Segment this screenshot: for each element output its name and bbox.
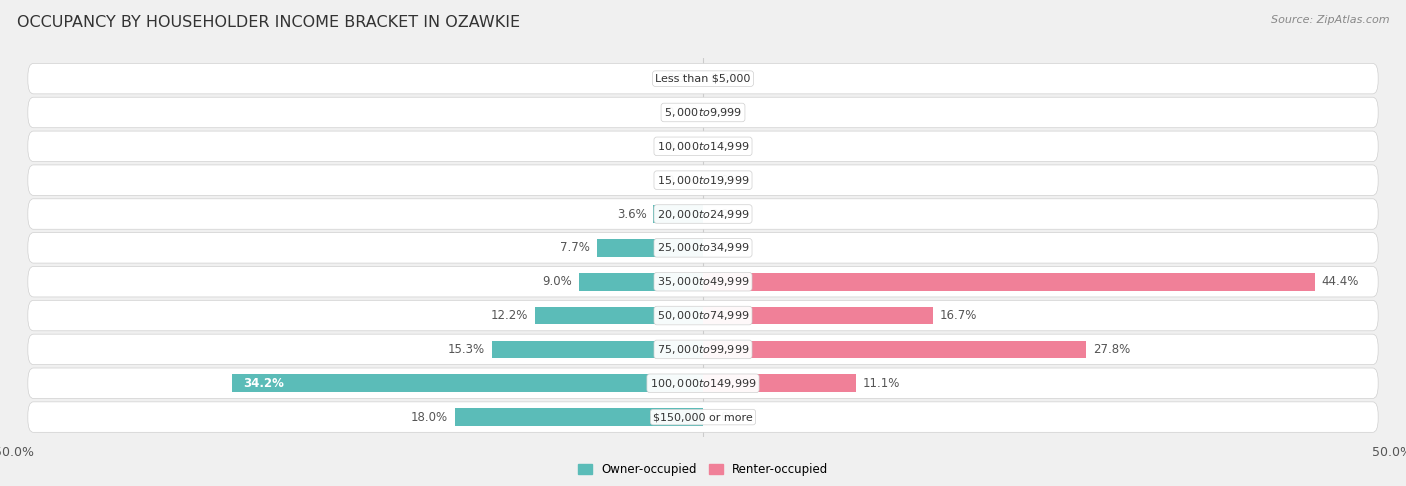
Text: 12.2%: 12.2%: [491, 309, 529, 322]
Bar: [456, 408, 703, 426]
Text: 0.0%: 0.0%: [666, 140, 696, 153]
Text: 11.1%: 11.1%: [863, 377, 900, 390]
Bar: [534, 307, 703, 324]
Text: 0.0%: 0.0%: [666, 72, 696, 85]
Text: $150,000 or more: $150,000 or more: [654, 412, 752, 422]
Bar: [492, 341, 703, 358]
Text: OCCUPANCY BY HOUSEHOLDER INCOME BRACKET IN OZAWKIE: OCCUPANCY BY HOUSEHOLDER INCOME BRACKET …: [17, 15, 520, 30]
Bar: [703, 341, 1085, 358]
Text: $75,000 to $99,999: $75,000 to $99,999: [657, 343, 749, 356]
FancyBboxPatch shape: [28, 165, 1378, 195]
Text: 0.0%: 0.0%: [710, 72, 740, 85]
Text: 9.0%: 9.0%: [543, 275, 572, 288]
Text: 0.0%: 0.0%: [666, 174, 696, 187]
Text: 18.0%: 18.0%: [411, 411, 449, 424]
Text: Source: ZipAtlas.com: Source: ZipAtlas.com: [1271, 15, 1389, 25]
FancyBboxPatch shape: [28, 266, 1378, 297]
Text: $10,000 to $14,999: $10,000 to $14,999: [657, 140, 749, 153]
FancyBboxPatch shape: [28, 233, 1378, 263]
Text: 0.0%: 0.0%: [710, 140, 740, 153]
Text: 0.0%: 0.0%: [710, 208, 740, 221]
Text: 3.6%: 3.6%: [617, 208, 647, 221]
FancyBboxPatch shape: [28, 402, 1378, 433]
Bar: [654, 205, 703, 223]
FancyBboxPatch shape: [28, 368, 1378, 399]
Text: $100,000 to $149,999: $100,000 to $149,999: [650, 377, 756, 390]
Bar: [703, 273, 1315, 291]
Text: 0.0%: 0.0%: [710, 411, 740, 424]
Text: 0.0%: 0.0%: [710, 174, 740, 187]
FancyBboxPatch shape: [28, 300, 1378, 331]
Bar: [703, 307, 934, 324]
Text: Less than $5,000: Less than $5,000: [655, 73, 751, 84]
FancyBboxPatch shape: [28, 63, 1378, 94]
Legend: Owner-occupied, Renter-occupied: Owner-occupied, Renter-occupied: [572, 458, 834, 481]
Text: 0.0%: 0.0%: [710, 242, 740, 254]
Text: $35,000 to $49,999: $35,000 to $49,999: [657, 275, 749, 288]
Bar: [232, 374, 703, 392]
Text: 0.0%: 0.0%: [666, 106, 696, 119]
Text: $20,000 to $24,999: $20,000 to $24,999: [657, 208, 749, 221]
Text: 7.7%: 7.7%: [560, 242, 591, 254]
Text: $50,000 to $74,999: $50,000 to $74,999: [657, 309, 749, 322]
Text: 27.8%: 27.8%: [1092, 343, 1130, 356]
Text: 16.7%: 16.7%: [941, 309, 977, 322]
FancyBboxPatch shape: [28, 334, 1378, 364]
Text: $15,000 to $19,999: $15,000 to $19,999: [657, 174, 749, 187]
Text: $25,000 to $34,999: $25,000 to $34,999: [657, 242, 749, 254]
Text: 44.4%: 44.4%: [1322, 275, 1360, 288]
Text: 15.3%: 15.3%: [449, 343, 485, 356]
Bar: [703, 374, 856, 392]
FancyBboxPatch shape: [28, 199, 1378, 229]
Text: 0.0%: 0.0%: [710, 106, 740, 119]
Text: 34.2%: 34.2%: [243, 377, 284, 390]
FancyBboxPatch shape: [28, 97, 1378, 128]
FancyBboxPatch shape: [28, 131, 1378, 161]
Bar: [598, 239, 703, 257]
Text: $5,000 to $9,999: $5,000 to $9,999: [664, 106, 742, 119]
Bar: [579, 273, 703, 291]
